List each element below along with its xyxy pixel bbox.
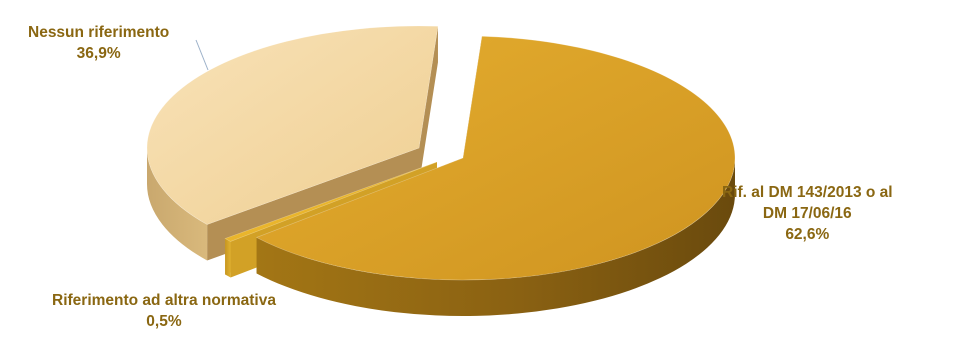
slice-dm-top <box>255 35 736 281</box>
slice-label-nessun-line1: Nessun riferimento <box>28 24 170 41</box>
slice-label-dm: Rif. al DM 143/2013 o al DM 17/06/16 62,… <box>722 182 893 245</box>
slice-dm <box>255 35 736 316</box>
slice-value-nessun: 36,9% <box>76 45 121 62</box>
slice-altra-normativa-side <box>225 238 231 278</box>
slice-label-dm-line2: DM 17/06/16 <box>762 205 852 222</box>
slice-altra-normativa-top <box>224 161 438 242</box>
slice-label-altra-normativa-line1: Riferimento ad altra normativa <box>52 292 276 309</box>
slice-label-dm-line1: Rif. al DM 143/2013 o al <box>722 184 893 201</box>
slice-nessun-wall-end <box>419 26 438 185</box>
slice-value-dm: 62,6% <box>785 226 830 243</box>
slice-nessun-side <box>147 148 208 261</box>
slice-label-nessun: Nessun riferimento 36,9% <box>28 22 169 64</box>
slice-label-altra-normativa: Riferimento ad altra normativa 0,5% <box>52 290 276 332</box>
slice-nessun-top <box>146 25 439 225</box>
slice-dm-side <box>256 158 735 316</box>
leader-line-nessun <box>195 39 209 71</box>
slice-value-altra-normativa: 0,5% <box>146 313 182 330</box>
